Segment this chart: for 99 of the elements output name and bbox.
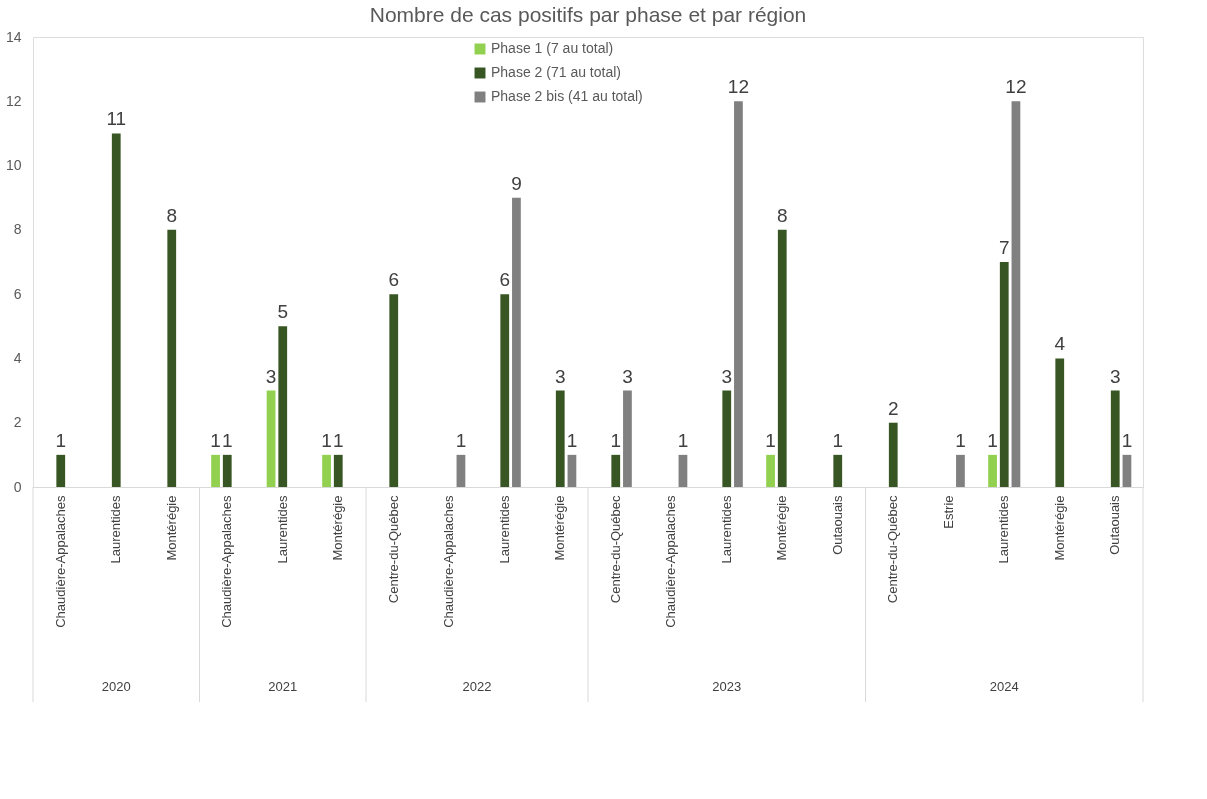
data-label: 1 <box>55 429 67 451</box>
text: 2023 <box>712 679 742 694</box>
bar <box>389 294 399 487</box>
bar <box>1122 454 1132 487</box>
data-label: 12 <box>727 76 749 98</box>
bar <box>999 262 1009 487</box>
data-label: 11 <box>106 108 127 130</box>
data-label: 3 <box>1109 365 1121 387</box>
data-label: 1 <box>221 429 233 451</box>
x-tick-label: Laurentides <box>718 495 734 564</box>
data-label: 1 <box>332 429 344 451</box>
data-label: 1 <box>210 429 221 451</box>
bar <box>500 294 510 487</box>
bar <box>555 390 565 487</box>
x-tick-label: Estrie <box>940 495 956 529</box>
bar <box>988 454 997 487</box>
x-tick-label: Chaudière-Appalaches <box>663 495 679 628</box>
x-tick-label: Chaudière-Appalaches <box>441 495 457 628</box>
text: 2024 <box>989 679 1019 694</box>
x-tick-label: Centre-du-Québec <box>385 495 401 604</box>
x-tick-label: Montérégie <box>1051 495 1067 561</box>
bar <box>722 390 732 487</box>
data-label: 1 <box>832 429 844 451</box>
bar <box>611 454 621 487</box>
bar <box>777 229 787 487</box>
data-label: 4 <box>1054 333 1066 355</box>
data-label: 6 <box>499 269 511 291</box>
y-tick-label: 8 <box>13 221 22 238</box>
bar <box>833 454 843 487</box>
bar <box>678 454 688 487</box>
x-tick-label: Outaouais <box>829 495 845 555</box>
y-tick-label: 6 <box>13 285 22 302</box>
x-tick-label: Chaudière-Appalaches <box>219 495 235 628</box>
x-tick-label: Montérégie <box>552 495 568 561</box>
data-label: 3 <box>265 365 277 387</box>
y-tick-label: 10 <box>5 157 22 174</box>
data-label: 9 <box>511 172 522 194</box>
x-tick-label: Outaouais <box>1107 495 1123 555</box>
bar <box>456 454 466 487</box>
x-tick-label: Chaudière-Appalaches <box>52 495 68 628</box>
x-tick-label: Laurentides <box>996 495 1012 564</box>
x-tick-label: Montérégie <box>163 495 179 561</box>
bar <box>56 454 66 487</box>
bar <box>888 422 898 487</box>
bar <box>734 101 743 487</box>
chart-title: Nombre de cas positifs par phase et par région <box>369 3 807 26</box>
bar <box>512 197 521 487</box>
bar <box>278 326 288 487</box>
data-label: 5 <box>277 301 289 323</box>
data-label: 1 <box>677 429 689 451</box>
y-tick-label: 0 <box>13 478 22 495</box>
bar <box>111 133 121 487</box>
data-label: 3 <box>721 365 733 387</box>
x-tick-label: Laurentides <box>496 495 512 564</box>
bar <box>222 454 232 487</box>
data-label: 7 <box>998 237 1010 258</box>
bar <box>266 390 276 487</box>
legend-label: Phase 2 bis (41 au total) <box>491 88 643 104</box>
bar <box>623 390 632 487</box>
bar <box>1055 358 1065 487</box>
bar <box>956 454 965 487</box>
data-label: 1 <box>566 429 578 451</box>
bar <box>211 454 220 487</box>
text: 2021 <box>268 679 298 694</box>
legend-label: Phase 1 (7 au total) <box>491 40 614 56</box>
data-label: 12 <box>1005 76 1027 98</box>
data-label: 1 <box>955 429 966 451</box>
bar <box>333 454 343 487</box>
bar <box>322 454 331 487</box>
bar <box>1110 390 1120 487</box>
data-label: 3 <box>554 365 566 387</box>
y-tick-label: 12 <box>5 92 22 109</box>
x-tick-label: Centre-du-Québec <box>885 495 901 604</box>
x-tick-label: Centre-du-Québec <box>607 495 623 604</box>
data-label: 1 <box>610 429 622 451</box>
bar <box>1011 101 1021 487</box>
data-label: 8 <box>166 204 178 226</box>
bar <box>567 454 577 487</box>
text: 2020 <box>101 679 131 694</box>
data-label: 1 <box>765 429 776 451</box>
x-tick-label: Montérégie <box>774 495 790 561</box>
data-label: 1 <box>455 429 467 451</box>
data-label: 2 <box>887 397 899 419</box>
data-label: 8 <box>776 204 788 226</box>
data-label: 1 <box>1121 429 1133 451</box>
data-label: 3 <box>622 365 633 387</box>
x-tick-label: Laurentides <box>108 495 124 564</box>
bar <box>167 229 177 487</box>
data-label: 1 <box>321 429 332 451</box>
y-tick-label: 2 <box>13 414 22 431</box>
legend-label: Phase 2 (71 au total) <box>491 64 621 80</box>
data-label: 6 <box>388 269 400 291</box>
text: 2022 <box>462 679 492 694</box>
bar <box>766 454 775 487</box>
x-tick-label: Laurentides <box>274 495 290 564</box>
x-tick-label: Montérégie <box>330 495 346 561</box>
data-label: 1 <box>987 429 998 451</box>
y-tick-label: 14 <box>5 28 22 45</box>
y-tick-label: 4 <box>13 349 22 366</box>
